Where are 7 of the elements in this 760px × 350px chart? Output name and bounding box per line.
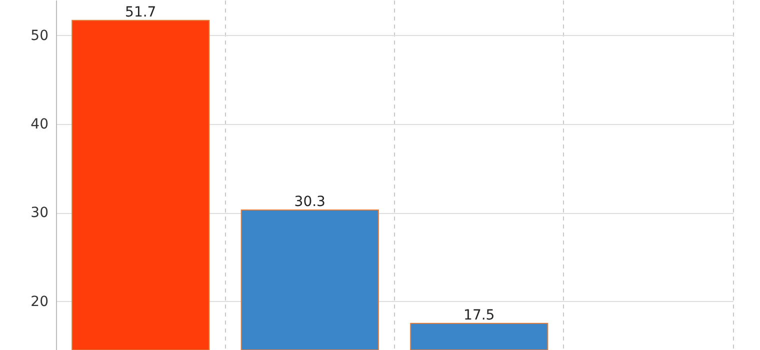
y-tick-label: 20 xyxy=(30,294,48,310)
y-tick-label: 30 xyxy=(30,205,48,222)
y-tick-label: 40 xyxy=(30,116,48,133)
data-label: 51.7 xyxy=(125,4,156,20)
data-label: 17.5 xyxy=(464,307,495,324)
y-tick-label: 50 xyxy=(30,28,48,44)
data-label: 30.3 xyxy=(294,194,326,210)
